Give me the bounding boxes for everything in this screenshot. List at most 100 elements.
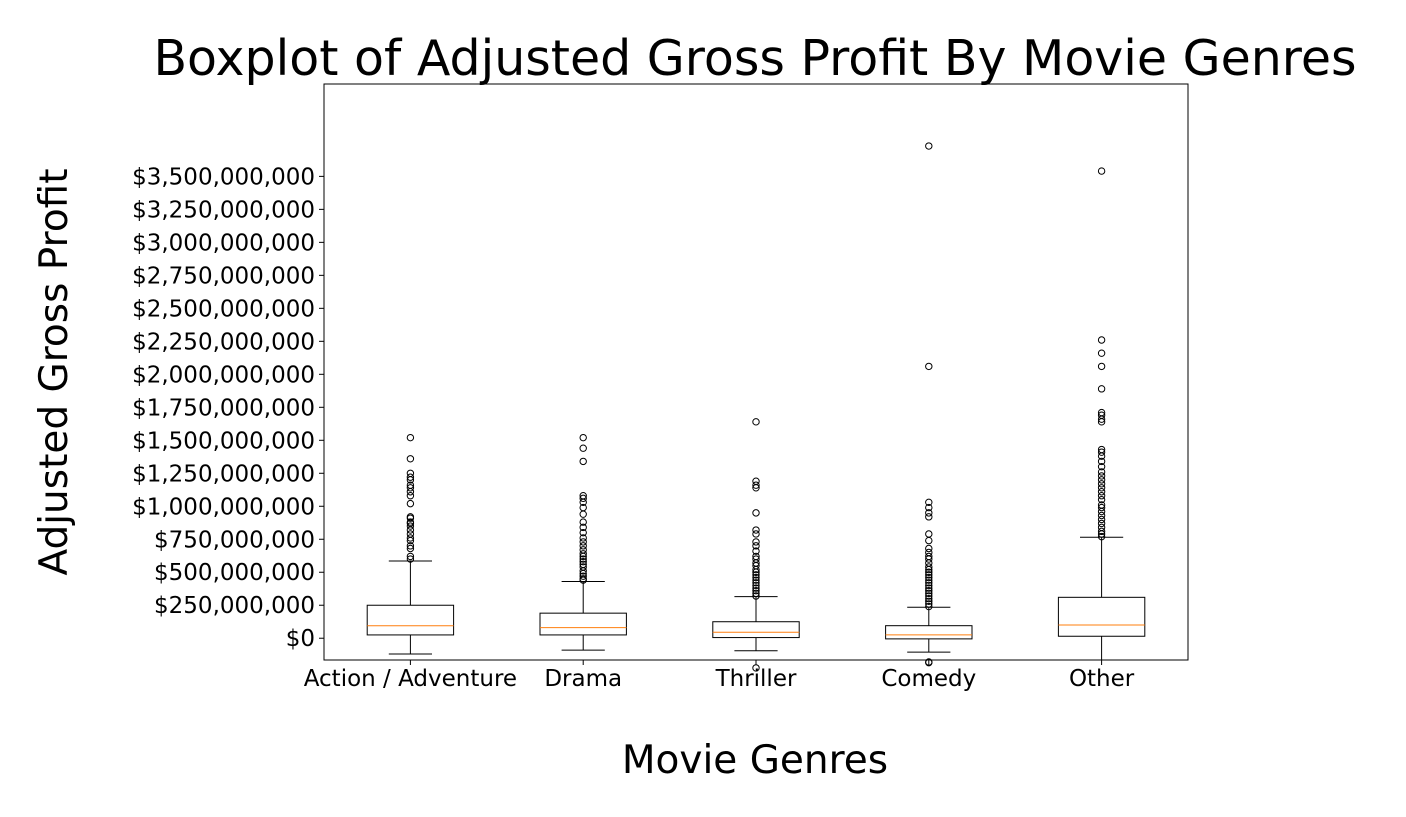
outlier-point xyxy=(1097,462,1106,471)
outlier-point xyxy=(1097,445,1106,454)
y-tick-label: $2,000,000,000 xyxy=(132,362,315,388)
outlier-point xyxy=(925,563,933,571)
outlier-point xyxy=(752,547,760,555)
outlier-point xyxy=(406,484,415,492)
outlier-point xyxy=(579,492,587,500)
outlier-point xyxy=(1097,519,1106,528)
outlier-point xyxy=(925,513,933,521)
outlier-point xyxy=(579,555,587,563)
outlier-point xyxy=(406,555,415,563)
outlier-point xyxy=(925,544,933,553)
outlier-point xyxy=(925,597,933,605)
outlier-point xyxy=(406,544,415,553)
box xyxy=(539,612,627,636)
outlier-point xyxy=(925,581,933,590)
outlier-point xyxy=(925,530,933,538)
x-tick-label: Other xyxy=(1069,666,1135,692)
chart-title: Boxplot of Adjusted Gross Profit By Movi… xyxy=(153,30,1356,87)
y-tick-label: $3,000,000,000 xyxy=(132,230,315,256)
outlier-point xyxy=(1097,448,1106,456)
outlier-point xyxy=(579,523,587,532)
outlier-point xyxy=(1097,362,1106,371)
box-group xyxy=(366,433,455,655)
outlier-point xyxy=(925,548,933,557)
outlier-point xyxy=(406,518,415,526)
outlier-point xyxy=(579,503,587,512)
outlier-point xyxy=(752,584,760,592)
outlier-point xyxy=(752,526,760,534)
outlier-point xyxy=(925,498,933,507)
plot-frame xyxy=(323,83,1189,661)
y-axis-label: Adjusted Gross Profit xyxy=(32,168,77,575)
y-tick-label: $2,250,000,000 xyxy=(132,329,315,355)
outlier-point xyxy=(925,602,933,611)
outlier-point xyxy=(925,587,933,595)
outlier-point xyxy=(579,457,587,466)
outlier-point xyxy=(752,418,760,426)
outlier-point xyxy=(406,433,415,442)
outlier-point xyxy=(1097,492,1106,500)
outlier-point xyxy=(579,572,587,580)
y-tick-label: $250,000,000 xyxy=(154,593,315,619)
outlier-point xyxy=(925,571,933,579)
outlier-point xyxy=(925,658,933,667)
outlier-point xyxy=(579,560,587,569)
outlier-point xyxy=(406,522,415,530)
outlier-point xyxy=(406,473,415,481)
outlier-point xyxy=(406,534,415,542)
x-tick-label: Thriller xyxy=(715,666,797,692)
x-axis-ticks: Action / Adventure Drama Thriller Comedy Oth… xyxy=(304,660,1135,692)
outlier-point xyxy=(579,538,587,546)
outlier-point xyxy=(1097,515,1106,524)
outlier-point xyxy=(925,503,933,512)
outlier-point xyxy=(406,513,415,521)
outlier-point xyxy=(925,594,933,603)
outlier-point xyxy=(752,589,760,598)
outlier-point xyxy=(406,455,415,463)
outlier-point xyxy=(752,555,760,563)
x-tick-label: Comedy xyxy=(881,666,976,692)
outlier-point xyxy=(925,509,933,517)
outlier-point xyxy=(1097,349,1106,357)
y-tick-label: $2,500,000,000 xyxy=(132,296,315,322)
outlier-point xyxy=(406,530,415,538)
outlier-point xyxy=(752,576,760,584)
box-group xyxy=(539,433,627,651)
outlier-point xyxy=(925,600,933,608)
outlier-point xyxy=(579,542,587,550)
outlier-point xyxy=(579,444,587,452)
outlier-point xyxy=(1097,468,1106,476)
y-tick-label: $3,500,000,000 xyxy=(132,164,315,190)
box-group xyxy=(712,418,800,672)
outlier-point xyxy=(925,568,933,576)
plot-area xyxy=(323,83,1189,672)
outlier-point xyxy=(925,576,933,584)
outlier-point xyxy=(925,584,933,592)
outlier-point xyxy=(752,587,760,595)
outlier-point xyxy=(579,546,587,554)
outlier-point xyxy=(406,469,415,477)
outlier-point xyxy=(1097,484,1106,492)
y-tick-label: $750,000,000 xyxy=(154,527,315,553)
outlier-point xyxy=(1097,385,1106,393)
outlier-point xyxy=(579,550,587,558)
outlier-point xyxy=(752,542,760,550)
box xyxy=(712,621,800,639)
x-tick-label: Drama xyxy=(544,666,622,692)
outlier-point xyxy=(579,510,587,518)
outlier-point xyxy=(752,571,760,579)
outlier-point xyxy=(752,573,760,582)
outlier-point xyxy=(925,536,933,545)
outlier-point xyxy=(1097,523,1106,532)
outlier-point xyxy=(579,575,587,583)
outlier-point xyxy=(752,509,760,517)
x-tick-label: Action / Adventure xyxy=(304,666,517,692)
x-axis-label: Movie Genres xyxy=(622,738,888,783)
outlier-point xyxy=(925,362,933,371)
outlier-point xyxy=(752,592,760,600)
outlier-point xyxy=(925,579,933,587)
y-tick-label: $1,750,000,000 xyxy=(132,395,315,421)
outlier-point xyxy=(752,579,760,587)
outlier-point xyxy=(752,552,760,561)
